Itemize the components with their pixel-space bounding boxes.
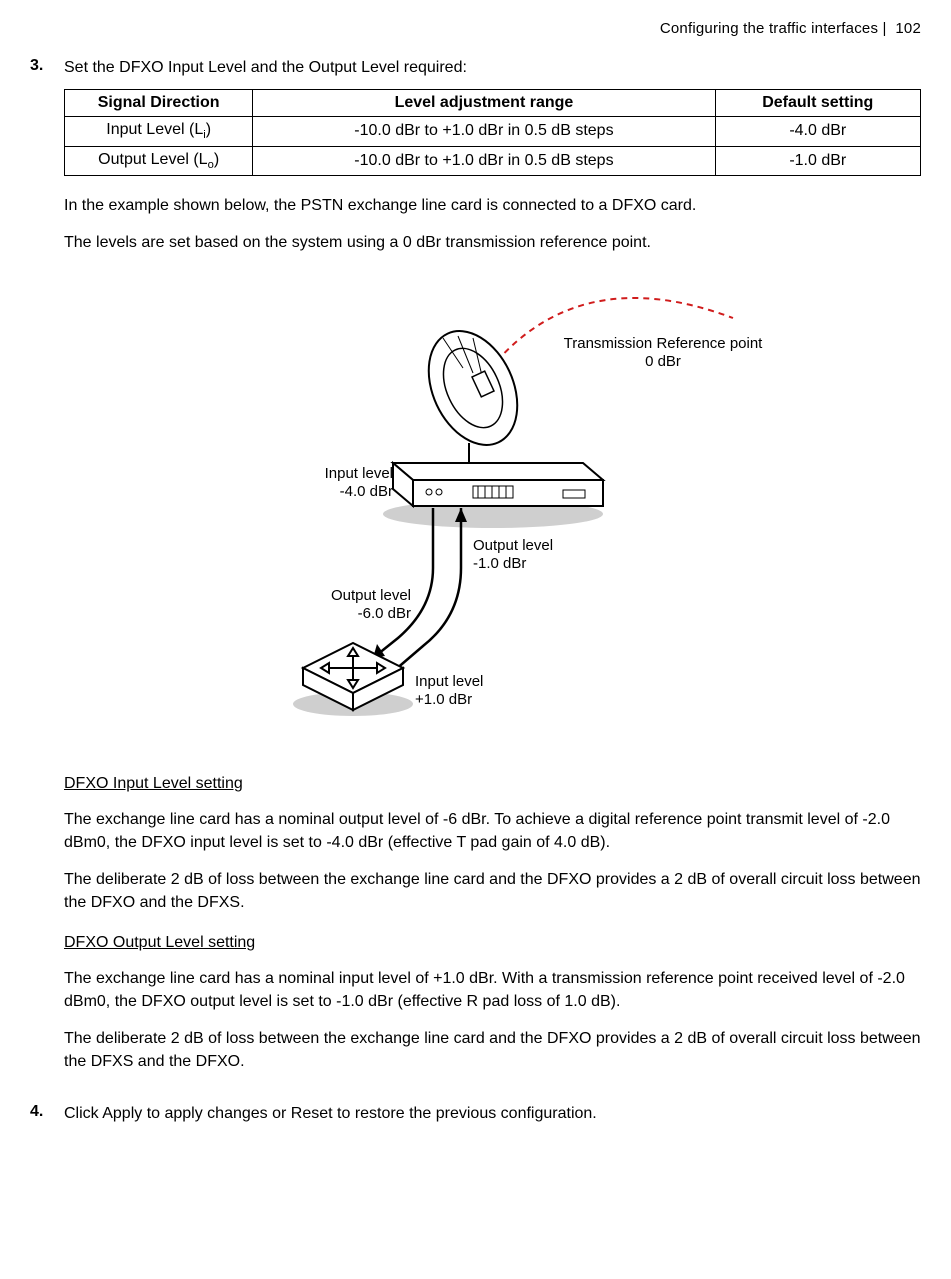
radio-unit-icon (383, 463, 603, 528)
table-cell-signal: Output Level (Lo) (65, 146, 253, 175)
level-table: Signal Direction Level adjustment range … (64, 89, 921, 175)
table-cell-default: -1.0 dBr (715, 146, 920, 175)
diagram-output-left-2: -6.0 dBr (357, 605, 410, 622)
step4-text: Click Apply to apply changes or Reset to… (64, 1103, 921, 1125)
table-cell-range: -10.0 dBr to +1.0 dBr in 0.5 dB steps (253, 117, 715, 146)
diagram-input-bot-1: Input level (415, 673, 483, 690)
section1-p1: The exchange line card has a nominal out… (64, 808, 921, 854)
switch-icon (293, 643, 413, 716)
section-title-output: DFXO Output Level setting (64, 932, 921, 954)
diagram-output-mid-2: -1.0 dBr (473, 555, 526, 572)
step-number-3: 3. (30, 57, 64, 1087)
table-row: Input Level (Li) -10.0 dBr to +1.0 dBr i… (65, 117, 921, 146)
section-title-input: DFXO Input Level setting (64, 773, 921, 795)
diagram-trp-label2: 0 dBr (645, 353, 681, 370)
page-header: Configuring the traffic interfaces | 102 (30, 20, 921, 37)
step-3: 3. Set the DFXO Input Level and the Outp… (30, 57, 921, 1087)
breadcrumb: Configuring the traffic interfaces | (660, 20, 887, 37)
table-col-default: Default setting (715, 90, 920, 117)
page-number: 102 (895, 20, 921, 37)
step3-after-table-1: In the example shown below, the PSTN exc… (64, 194, 921, 217)
antenna-icon (411, 317, 534, 468)
diagram-input-bot-2: +1.0 dBr (415, 691, 472, 708)
diagram-trp-label1: Transmission Reference point (563, 335, 763, 352)
section2-p2: The deliberate 2 dB of loss between the … (64, 1027, 921, 1073)
table-row: Signal Direction Level adjustment range … (65, 90, 921, 117)
table-cell-default: -4.0 dBr (715, 117, 920, 146)
section2-p1: The exchange line card has a nominal inp… (64, 967, 921, 1013)
step3-intro: Set the DFXO Input Level and the Output … (64, 57, 921, 79)
diagram-input-top-2: -4.0 dBr (339, 483, 392, 500)
diagram-input-top-1: Input level (324, 465, 392, 482)
table-col-signal: Signal Direction (65, 90, 253, 117)
step-number-4: 4. (30, 1103, 64, 1125)
diagram-output-left-1: Output level (330, 587, 410, 604)
section1-p2: The deliberate 2 dB of loss between the … (64, 868, 921, 914)
table-col-range: Level adjustment range (253, 90, 715, 117)
diagram: Transmission Reference point 0 dBr (173, 268, 813, 753)
step3-after-table-2: The levels are set based on the system u… (64, 231, 921, 254)
table-row: Output Level (Lo) -10.0 dBr to +1.0 dBr … (65, 146, 921, 175)
step-4: 4. Click Apply to apply changes or Reset… (30, 1103, 921, 1125)
table-cell-range: -10.0 dBr to +1.0 dBr in 0.5 dB steps (253, 146, 715, 175)
table-cell-signal: Input Level (Li) (65, 117, 253, 146)
diagram-output-mid-1: Output level (473, 537, 553, 554)
